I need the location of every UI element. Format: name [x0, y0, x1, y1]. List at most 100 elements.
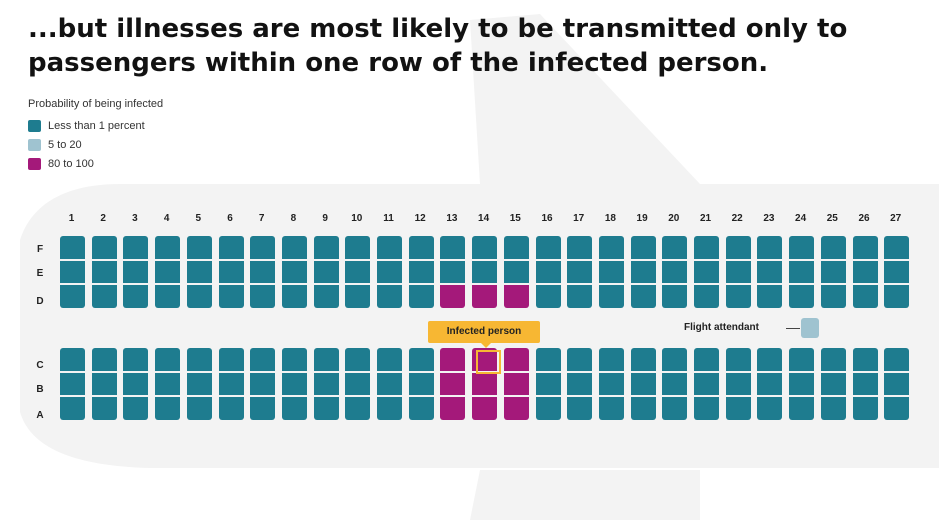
seat-10E — [345, 260, 371, 284]
seat-27A — [884, 397, 910, 420]
seat-19F — [630, 236, 656, 259]
seat-5F — [186, 236, 212, 259]
seat-20C — [662, 348, 688, 371]
seat-26B — [852, 372, 878, 396]
seat-8A — [281, 397, 307, 420]
seat-12C — [408, 348, 434, 371]
legend-label-mid: 5 to 20 — [48, 138, 82, 151]
seat-10C — [345, 348, 371, 371]
seat-17B — [567, 372, 593, 396]
seat-4E — [155, 260, 181, 284]
column-label-10: 10 — [351, 213, 363, 224]
seat-24B — [789, 372, 815, 396]
column-label-24: 24 — [795, 213, 807, 224]
seat-19C — [630, 348, 656, 371]
seat-7D — [250, 285, 276, 308]
seat-23B — [757, 372, 783, 396]
seat-block — [218, 348, 244, 420]
column-label-12: 12 — [414, 213, 426, 224]
seat-7C — [250, 348, 276, 371]
seat-block — [884, 236, 910, 308]
seat-17C — [567, 348, 593, 371]
seat-6E — [218, 260, 244, 284]
seat-block — [91, 348, 117, 420]
seat-16D — [535, 285, 561, 308]
seat-block — [440, 236, 466, 308]
seat-21D — [694, 285, 719, 308]
seat-24E — [789, 260, 815, 284]
column-label-16: 16 — [541, 213, 553, 224]
seat-block — [60, 236, 85, 308]
seat-23D — [757, 285, 783, 308]
column-label-13: 13 — [446, 213, 458, 224]
seat-21B — [694, 372, 719, 396]
seat-block — [503, 236, 529, 308]
seat-27D — [884, 285, 910, 308]
seat-20F — [662, 236, 688, 259]
column-label-25: 25 — [826, 213, 838, 224]
seat-17D — [567, 285, 593, 308]
seat-25F — [820, 236, 846, 259]
flight-attendant-leader-line — [786, 328, 800, 329]
column-label-21: 21 — [699, 213, 712, 224]
seat-6C — [218, 348, 244, 371]
seat-block — [472, 236, 498, 308]
seat-block — [408, 236, 434, 308]
wing-upper — [470, 14, 700, 184]
column-label-7: 7 — [258, 213, 265, 224]
row-label-B: B — [36, 384, 44, 395]
seat-block — [694, 348, 719, 420]
seat-7A — [250, 397, 276, 420]
seat-3C — [123, 348, 149, 371]
infected-person-label: Infected person — [428, 321, 540, 343]
seat-14E — [472, 260, 498, 284]
seat-27E — [884, 260, 910, 284]
seat-13C — [440, 348, 466, 371]
seat-block — [408, 348, 434, 420]
column-label-8: 8 — [290, 213, 297, 224]
column-label-1: 1 — [68, 213, 75, 224]
seat-2B — [91, 372, 117, 396]
seat-5A — [186, 397, 212, 420]
seat-18F — [598, 236, 624, 259]
column-label-20: 20 — [668, 213, 680, 224]
seat-4C — [155, 348, 181, 371]
seat-20D — [662, 285, 688, 308]
seat-block — [598, 348, 624, 420]
seat-9A — [313, 397, 339, 420]
seat-block — [281, 236, 307, 308]
seat-7E — [250, 260, 276, 284]
column-label-6: 6 — [227, 213, 233, 224]
seat-block — [567, 236, 593, 308]
column-label-22: 22 — [731, 213, 743, 224]
seat-11D — [377, 285, 402, 308]
seat-6B — [218, 372, 244, 396]
seat-block — [598, 236, 624, 308]
seat-17A — [567, 397, 593, 420]
column-label-9: 9 — [322, 213, 328, 224]
seat-18C — [598, 348, 624, 371]
seat-block — [884, 348, 910, 420]
seat-block — [377, 348, 402, 420]
seat-16A — [535, 397, 561, 420]
seat-8D — [281, 285, 307, 308]
seat-25D — [820, 285, 846, 308]
seat-block — [186, 348, 212, 420]
seat-13D — [440, 285, 466, 308]
seat-10F — [345, 236, 371, 259]
seat-17F — [567, 236, 593, 259]
seat-block — [725, 348, 751, 420]
seat-18D — [598, 285, 624, 308]
seat-25A — [820, 397, 846, 420]
seat-1A — [60, 397, 85, 420]
seat-8E — [281, 260, 307, 284]
seat-21F — [694, 236, 719, 259]
legend-swatch-low — [28, 119, 41, 132]
seat-7F — [250, 236, 276, 259]
seat-block — [662, 348, 688, 420]
seat-2E — [91, 260, 117, 284]
seat-14F — [472, 236, 498, 259]
legend-swatch-high — [28, 157, 41, 170]
column-label-15: 15 — [509, 213, 521, 224]
seat-block — [313, 236, 339, 308]
